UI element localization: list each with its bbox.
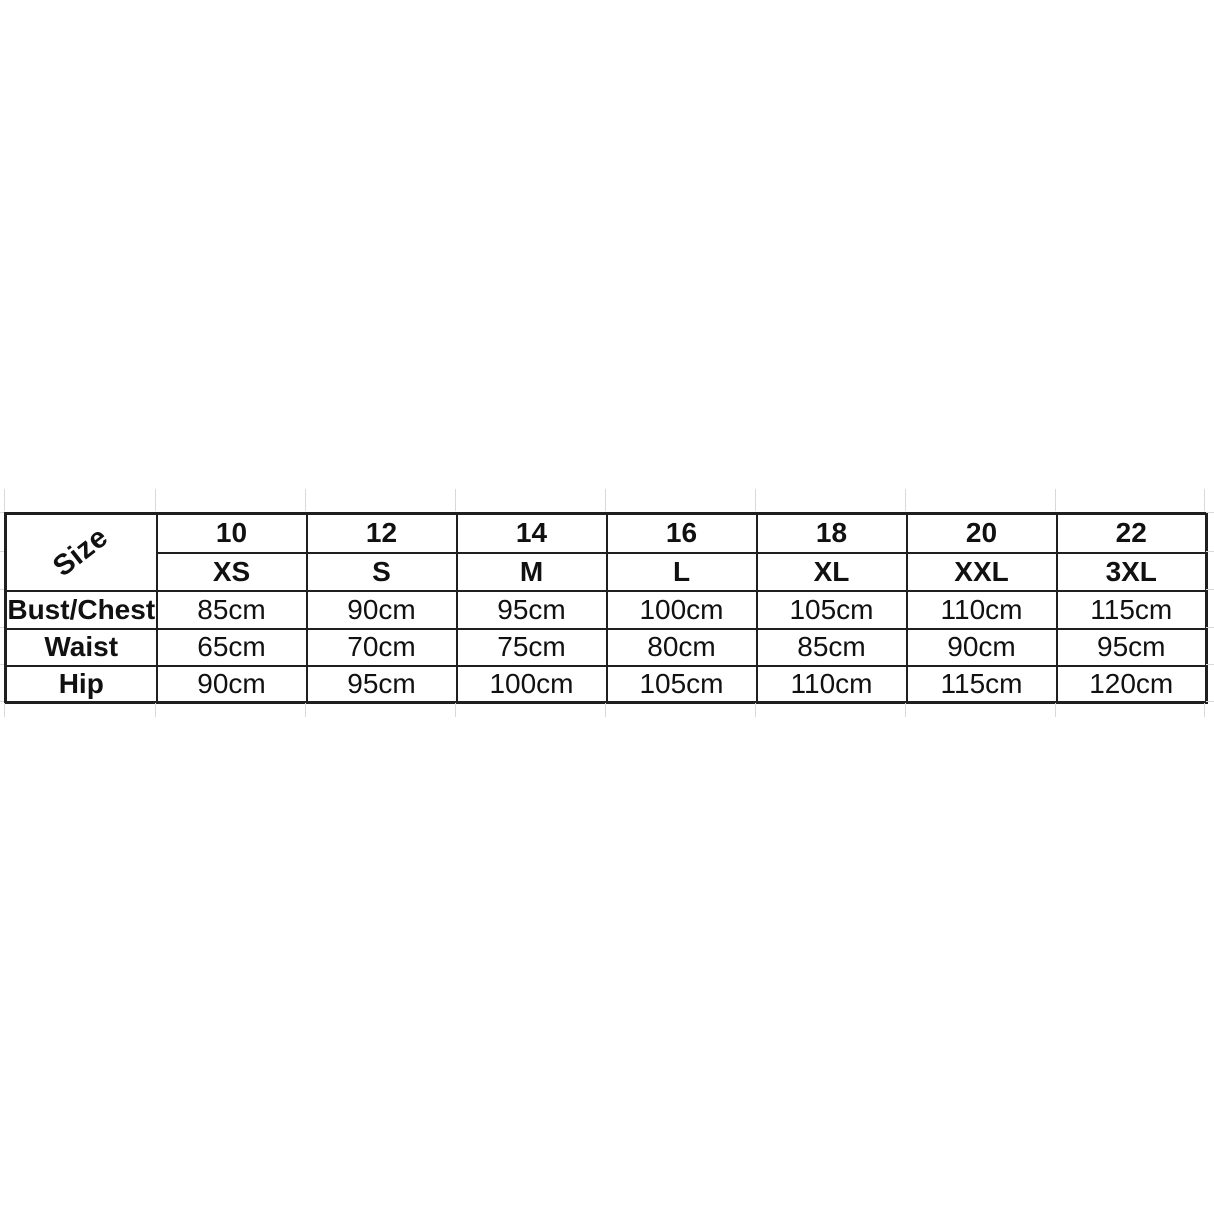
gridline-stub: [305, 489, 306, 511]
gridline-stub: [1206, 701, 1214, 702]
table-row-size-numbers: Size 10 12 14 16 18 20 22: [4, 512, 1208, 592]
gridline-stub: [1206, 551, 1214, 552]
measurement-cell: 90cm: [905, 627, 1058, 667]
gridline-stub: [1206, 512, 1214, 513]
row-label-bust-chest: Bust/Chest: [4, 589, 158, 630]
table-row-bust-chest: Bust/Chest 85cm 90cm 95cm 100cm 105cm 11…: [4, 589, 1208, 630]
row-label-waist: Waist: [4, 627, 158, 667]
table-row-size-letters: XS S M L XL XXL 3XL: [6, 551, 1208, 592]
gridline-stub: [0, 627, 4, 628]
gridline-stub: [0, 701, 4, 702]
size-number-cell: 14: [455, 512, 608, 554]
size-number-cell: 18: [755, 512, 908, 554]
size-letter-cell: XS: [155, 551, 308, 592]
size-letter-cell: S: [305, 551, 458, 592]
measurement-cell: 95cm: [305, 664, 458, 704]
row-label-hip: Hip: [4, 664, 158, 704]
measurement-cell: 120cm: [1055, 664, 1208, 704]
gridline-stub: [1055, 489, 1056, 511]
size-letter-cell: M: [455, 551, 608, 592]
table-row-hip: Hip 90cm 95cm 100cm 105cm 110cm 115cm 12…: [4, 664, 1208, 704]
size-number-cell: 20: [905, 512, 1058, 554]
gridline-stub: [0, 512, 4, 513]
gridline-stub: [0, 551, 4, 552]
gridline-stub: [0, 589, 4, 590]
measurement-cell: 65cm: [155, 627, 308, 667]
measurement-cell: 110cm: [755, 664, 908, 704]
gridline-stub: [905, 489, 906, 511]
measurement-cell: 95cm: [455, 589, 608, 630]
gridline-stub: [605, 703, 606, 717]
measurement-cell: 105cm: [755, 589, 908, 630]
gridline-stub: [155, 703, 156, 717]
gridline-stub: [605, 489, 606, 511]
gridline-stub: [0, 664, 4, 665]
gridline-stub: [1206, 627, 1214, 628]
size-letter-cell: 3XL: [1055, 551, 1208, 592]
gridline-stub: [905, 703, 906, 717]
size-letter-cell: XL: [755, 551, 908, 592]
gridline-stub: [305, 703, 306, 717]
measurement-cell: 70cm: [305, 627, 458, 667]
measurement-cell: 100cm: [455, 664, 608, 704]
size-letter-cell: L: [605, 551, 758, 592]
measurement-cell: 100cm: [605, 589, 758, 630]
corner-size-cell: Size: [4, 512, 158, 592]
gridline-stub: [755, 703, 756, 717]
measurement-cell: 75cm: [455, 627, 608, 667]
measurement-cell: 80cm: [605, 627, 758, 667]
size-number-cell: 16: [605, 512, 758, 554]
gridline-stub: [1055, 703, 1056, 717]
measurement-cell: 95cm: [1055, 627, 1208, 667]
size-number-cell: 10: [155, 512, 308, 554]
measurement-cell: 115cm: [905, 664, 1058, 704]
size-corner-label: Size: [47, 520, 115, 583]
measurement-cell: 90cm: [155, 664, 308, 704]
gridline-stub: [455, 703, 456, 717]
gridline-stub: [4, 703, 5, 717]
measurement-cell: 105cm: [605, 664, 758, 704]
measurement-cell: 115cm: [1055, 589, 1208, 630]
table-row-waist: Waist 65cm 70cm 75cm 80cm 85cm 90cm 95cm: [4, 627, 1208, 667]
size-chart-table: Size 10 12 14 16 18 20 22 XS S M L XL XX…: [4, 512, 1208, 704]
gridline-stub: [1204, 489, 1205, 511]
gridline-stub: [155, 489, 156, 511]
size-number-cell: 22: [1055, 512, 1208, 554]
measurement-cell: 110cm: [905, 589, 1058, 630]
gridline-stub: [755, 489, 756, 511]
gridline-stub: [4, 489, 5, 511]
measurement-cell: 85cm: [155, 589, 308, 630]
gridline-stub: [1204, 703, 1205, 717]
measurement-cell: 90cm: [305, 589, 458, 630]
gridline-stub: [455, 489, 456, 511]
gridline-stub: [1206, 664, 1214, 665]
gridline-stub: [1206, 589, 1214, 590]
size-number-cell: 12: [305, 512, 458, 554]
size-letter-cell: XXL: [905, 551, 1058, 592]
measurement-cell: 85cm: [755, 627, 908, 667]
